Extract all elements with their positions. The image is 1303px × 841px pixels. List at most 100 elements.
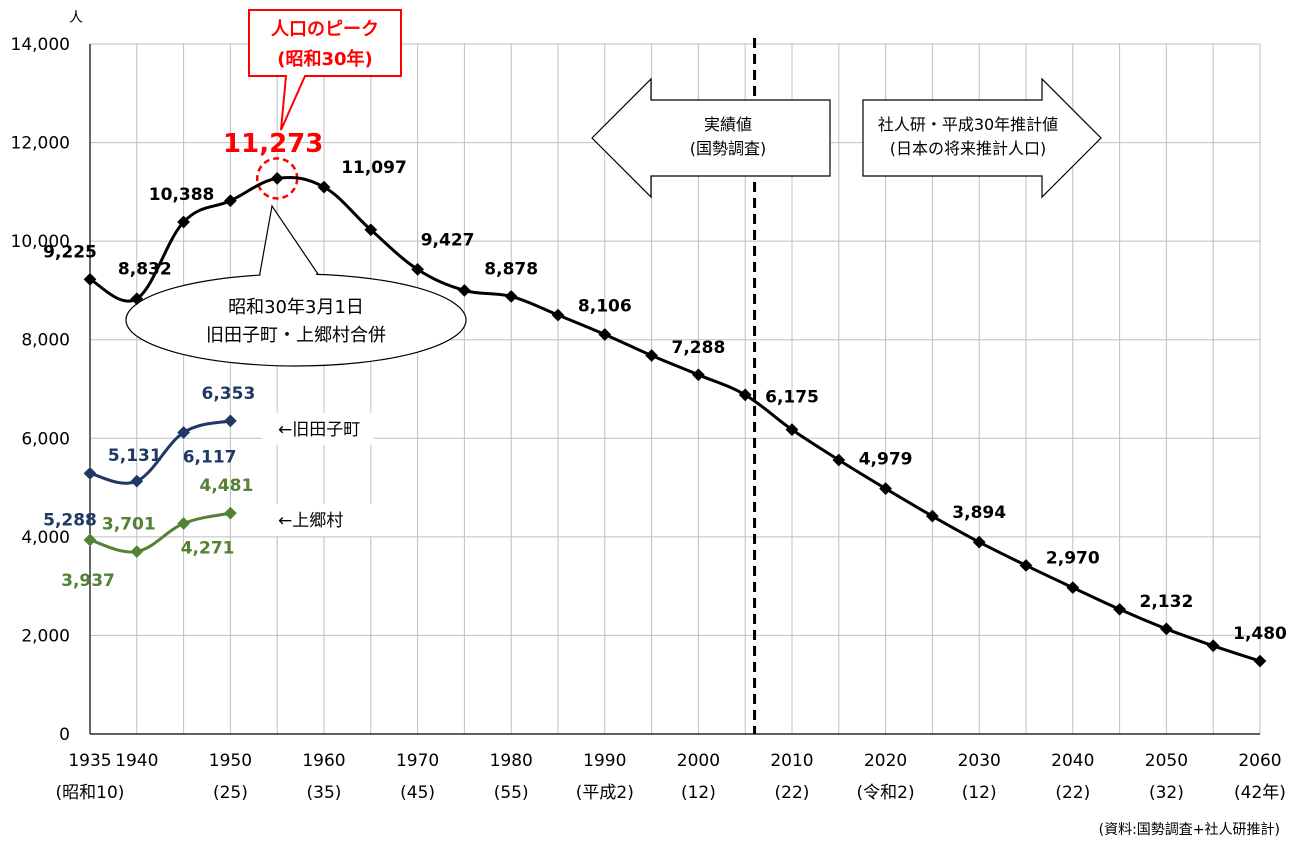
peak-callout-line2: (昭和30年) — [277, 48, 373, 70]
projection-values-arrow — [862, 77, 1102, 199]
data-label: 6,353 — [202, 384, 256, 404]
merger-note-line2: 旧田子町・上郷村合併 — [206, 325, 386, 346]
x-tick-label: 1960 — [302, 751, 345, 771]
series-line-1 — [89, 419, 231, 485]
axis-layer: 0 2,000 4,000 6,000 8,000 10,000 12,000 14,000 人… — [11, 10, 1286, 803]
y-tick-label: 6,000 — [21, 429, 70, 449]
x-era-label: (平成2) — [576, 783, 634, 803]
data-label: 6,175 — [765, 388, 819, 408]
data-label: 1,480 — [1233, 624, 1287, 644]
y-tick-label: 12,000 — [11, 134, 70, 154]
x-tick-label: 2030 — [958, 751, 1001, 771]
data-point-marker — [177, 517, 190, 530]
projection-arrow-line2: (日本の将来推計人口) — [890, 139, 1047, 158]
data-point-marker — [1066, 581, 1080, 594]
x-era-label: (昭和10) — [56, 783, 125, 803]
series-layer — [83, 172, 1267, 668]
grid-layer — [89, 43, 1261, 735]
x-era-label: (12) — [681, 783, 716, 803]
data-point-marker — [270, 172, 284, 185]
y-tick-label: 14,000 — [11, 35, 70, 55]
data-label: 11,097 — [341, 158, 407, 178]
data-point-marker — [364, 223, 378, 237]
y-tick-label: 4,000 — [21, 528, 70, 548]
data-label: 9,225 — [43, 242, 97, 262]
data-label: 8,878 — [484, 259, 538, 279]
x-tick-label: 1990 — [583, 751, 626, 771]
x-tick-label: 2000 — [677, 751, 720, 771]
data-point-marker — [692, 368, 705, 382]
data-point-marker — [1160, 622, 1173, 636]
data-label: 4,271 — [181, 539, 235, 559]
annotation-layer: 実績値 (国勢調査) 社人研・平成30年推計値 (日本の将来推計人口) 人口のピーク (昭… — [125, 9, 1102, 734]
data-point-marker — [645, 349, 658, 362]
data-label: 7,288 — [672, 338, 726, 358]
data-point-marker — [598, 328, 612, 341]
data-point-marker — [1206, 639, 1220, 653]
data-point-marker — [83, 467, 97, 480]
data-point-marker — [458, 284, 471, 297]
y-tick-label: 8,000 — [21, 331, 70, 351]
data-point-marker — [926, 509, 939, 523]
data-label: 2,970 — [1046, 549, 1100, 569]
label-layer: 11,273 9,225 8,832 10,388 11,097 9,427 8,878 8,… — [43, 129, 1287, 838]
data-point-marker — [1253, 654, 1267, 668]
data-label: 6,117 — [183, 448, 237, 468]
data-point-marker — [224, 194, 237, 208]
x-era-label: (32) — [1149, 783, 1184, 803]
source-note: (資料:国勢調査+社人研推計) — [1099, 822, 1280, 838]
actual-values-arrow — [591, 77, 831, 199]
x-tick-label: 1970 — [396, 751, 439, 771]
data-label: 2,132 — [1140, 592, 1194, 612]
data-point-marker — [83, 272, 97, 286]
data-point-marker — [411, 263, 424, 276]
peak-value-label: 11,273 — [223, 129, 323, 159]
x-era-label: (22) — [775, 783, 810, 803]
data-point-marker — [224, 414, 237, 428]
x-era-label: (45) — [400, 783, 435, 803]
data-label: 10,388 — [149, 185, 215, 205]
merger-note-bubble — [125, 273, 467, 367]
data-label: 3,894 — [952, 503, 1006, 523]
data-point-marker — [130, 292, 144, 306]
data-point-marker — [504, 290, 518, 303]
x-era-label: (令和2) — [857, 783, 915, 803]
data-point-marker — [130, 545, 144, 558]
data-label: 5,288 — [43, 510, 97, 530]
y-tick-label: 2,000 — [21, 626, 70, 646]
x-tick-label: 2040 — [1051, 751, 1094, 771]
series-line-2 — [89, 511, 231, 554]
data-point-marker — [1113, 602, 1126, 616]
x-tick-label: 1950 — [209, 751, 252, 771]
x-tick-label: 2060 — [1238, 751, 1281, 771]
legend-label-backdrop — [262, 504, 374, 537]
peak-callout-line1: 人口のピーク — [271, 19, 379, 40]
x-tick-label: 2050 — [1145, 751, 1188, 771]
x-era-label: (55) — [494, 783, 529, 803]
data-label: 3,937 — [61, 571, 115, 591]
y-tick-label: 0 — [59, 725, 70, 745]
x-era-label: (22) — [1055, 783, 1090, 803]
data-label: 4,481 — [200, 476, 254, 496]
data-label: 4,979 — [859, 450, 913, 470]
legend-label-backdrop — [262, 412, 374, 445]
data-point-marker — [1019, 559, 1033, 572]
data-point-marker — [130, 474, 144, 488]
x-tick-label: 1940 — [115, 751, 158, 771]
series-legend-label: ←上郷村 — [278, 511, 343, 531]
data-point-marker — [879, 482, 892, 495]
x-tick-label: 2010 — [770, 751, 813, 771]
x-tick-label: 2020 — [864, 751, 907, 771]
x-tick-label: 1980 — [490, 751, 533, 771]
data-point-marker — [972, 535, 986, 549]
merger-note-pointer-fill — [260, 220, 318, 277]
data-label: 5,131 — [108, 446, 162, 466]
data-label: 8,832 — [118, 260, 172, 280]
merger-note-line1: 昭和30年3月1日 — [228, 297, 364, 318]
data-label: 8,106 — [578, 296, 632, 316]
peak-callout-box — [248, 9, 402, 131]
x-era-label: (12) — [962, 783, 997, 803]
data-point-marker — [224, 506, 237, 520]
x-era-label: (35) — [307, 783, 342, 803]
